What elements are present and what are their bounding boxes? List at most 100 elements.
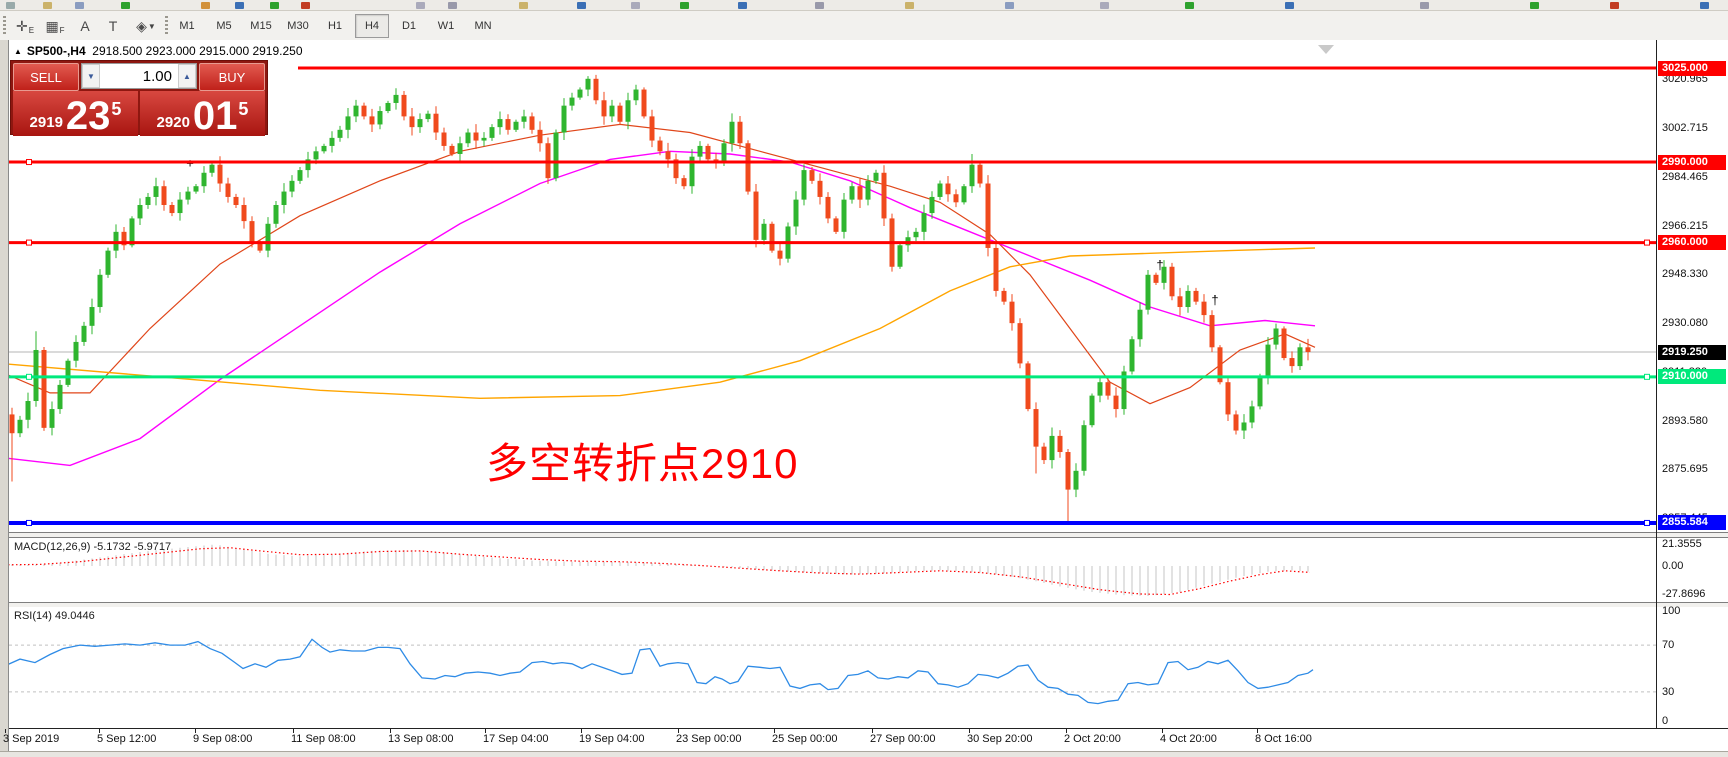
- candle-body: [513, 121, 519, 130]
- candle-body: [1121, 371, 1127, 410]
- sell-price-display[interactable]: 2919 23 5: [13, 91, 138, 136]
- candle-body: [2, 398, 7, 414]
- candle-body: [881, 172, 887, 219]
- price-tick-label: 3020.965: [1662, 72, 1708, 85]
- toolbar-drag-handle[interactable]: [165, 16, 168, 35]
- time-axis-border: [9, 728, 1728, 729]
- rsi-scale-label: 0: [1662, 715, 1669, 727]
- timeframe-button-M5[interactable]: M5: [216, 20, 232, 32]
- price-tick-label: 2875.695: [1662, 462, 1708, 475]
- candle-body: [529, 116, 535, 130]
- grid-icon[interactable]: ▦ F: [45, 17, 65, 35]
- timeframe-button-H1[interactable]: H1: [327, 20, 343, 32]
- toolbar-drag-handle[interactable]: [3, 16, 6, 35]
- main-chart-panel[interactable]: [9, 40, 1728, 532]
- chevron-down-icon: ▼: [147, 21, 156, 31]
- toolbar-icon-fragment: [577, 2, 586, 9]
- candle-body: [473, 132, 479, 141]
- timeframe-button-W1[interactable]: W1: [437, 20, 455, 32]
- timeframe-button-D1[interactable]: D1: [401, 20, 417, 32]
- candle-body: [249, 221, 255, 243]
- candle-body: [953, 194, 959, 203]
- icon-sub-label: E: [28, 25, 35, 35]
- candle-body: [337, 129, 343, 138]
- timeframe-button-M30[interactable]: M30: [287, 20, 309, 32]
- candle-body: [825, 196, 831, 219]
- mid-ma-line: [9, 150, 1316, 467]
- toolbar-icon-fragment: [519, 2, 528, 9]
- sell-button[interactable]: SELL: [13, 63, 79, 91]
- toolbar-icon-fragment: [121, 2, 130, 9]
- rsi-scale-label: 100: [1662, 605, 1681, 617]
- candle-body: [697, 145, 703, 157]
- candle-body: [57, 384, 63, 410]
- candle-body: [241, 204, 247, 222]
- price-tick-label: 2893.580: [1662, 414, 1708, 427]
- candle-body: [1009, 301, 1015, 324]
- candle-body: [1049, 435, 1055, 461]
- text-box-icon[interactable]: T: [108, 18, 118, 34]
- candle-body: [505, 119, 511, 130]
- text-label-icon[interactable]: A: [80, 18, 90, 34]
- status-bar-sliver: [0, 751, 1728, 757]
- price-tick-label: 2930.080: [1662, 316, 1708, 329]
- chart-toolbar: ✛ E ▦ F A T ◈ ▼ M1 M5 M15 M30 H1 H4 D1 W1 MN: [0, 11, 1728, 41]
- candle-body: [145, 196, 151, 205]
- chart-text-annotation: 多空转折点2910: [486, 440, 799, 487]
- volume-decrease-button[interactable]: ▼: [82, 64, 100, 88]
- cross-marker-icon: †: [1156, 257, 1163, 272]
- toolbar-icon-fragment: [1610, 2, 1619, 9]
- timeframe-button-M15[interactable]: M15: [250, 20, 272, 32]
- candle-body: [385, 102, 391, 112]
- candle-body: [225, 183, 231, 197]
- time-axis-tick: [390, 729, 391, 733]
- candle-body: [649, 116, 655, 141]
- time-axis-tick: [485, 729, 486, 733]
- candle-body: [161, 186, 167, 205]
- toolbar-icon-fragment: [738, 2, 747, 9]
- crosshair-indicator-icon[interactable]: ✛ E: [15, 17, 35, 35]
- candle-body: [1233, 414, 1239, 431]
- time-axis-label: 4 Oct 20:00: [1160, 733, 1217, 745]
- candle-body: [1209, 315, 1215, 348]
- window-left-edge: [0, 40, 9, 756]
- volume-increase-button[interactable]: ▲: [178, 64, 196, 88]
- candle-body: [1017, 323, 1023, 364]
- buy-price-display[interactable]: 2920 01 5: [140, 91, 265, 136]
- candle-body: [1073, 470, 1079, 490]
- buy-button[interactable]: BUY: [199, 63, 265, 91]
- toolbar-icon-fragment: [270, 2, 279, 9]
- macd-scale-label: -27.8696: [1662, 588, 1706, 600]
- candle-body: [201, 172, 207, 187]
- toolbar-icon-fragment: [1285, 2, 1294, 9]
- candle-body: [41, 349, 47, 428]
- candle-body: [617, 105, 623, 122]
- time-axis-tick: [1066, 729, 1067, 733]
- candle-body: [153, 186, 159, 197]
- shapes-arrows-icon[interactable]: ◈ ▼: [136, 17, 156, 34]
- rsi-panel[interactable]: [9, 607, 1728, 728]
- macd-label: MACD(12,26,9) -5.1732 -5.9717: [14, 541, 172, 553]
- time-axis-label: 19 Sep 04:00: [579, 733, 645, 745]
- timeframe-button-MN[interactable]: MN: [474, 20, 492, 32]
- time-axis-label: 23 Sep 00:00: [676, 733, 742, 745]
- panel-separator[interactable]: [9, 532, 1728, 538]
- ohlc-values: 2918.500 2923.000 2915.000 2919.250: [92, 44, 303, 58]
- sell-price-small: 2919: [29, 114, 63, 131]
- timeframe-button-H4[interactable]: H4: [355, 14, 389, 38]
- candle-body: [1217, 347, 1223, 383]
- toolbar-icon-fragment: [1100, 2, 1109, 9]
- candle-body: [369, 116, 375, 125]
- timeframe-button-M1[interactable]: M1: [179, 20, 195, 32]
- time-axis[interactable]: [9, 729, 1728, 751]
- volume-value[interactable]: 1.00: [142, 67, 172, 85]
- time-axis-tick: [872, 729, 873, 733]
- collapse-arrow-icon[interactable]: ▲: [14, 47, 22, 56]
- chart-shift-marker-icon[interactable]: [1318, 45, 1334, 54]
- candle-body: [321, 145, 327, 152]
- candle-body: [1201, 301, 1207, 316]
- candle-body: [1249, 406, 1255, 423]
- toolbar-icon-fragment: [235, 2, 244, 9]
- top-toolbar-sliver: [0, 0, 1728, 11]
